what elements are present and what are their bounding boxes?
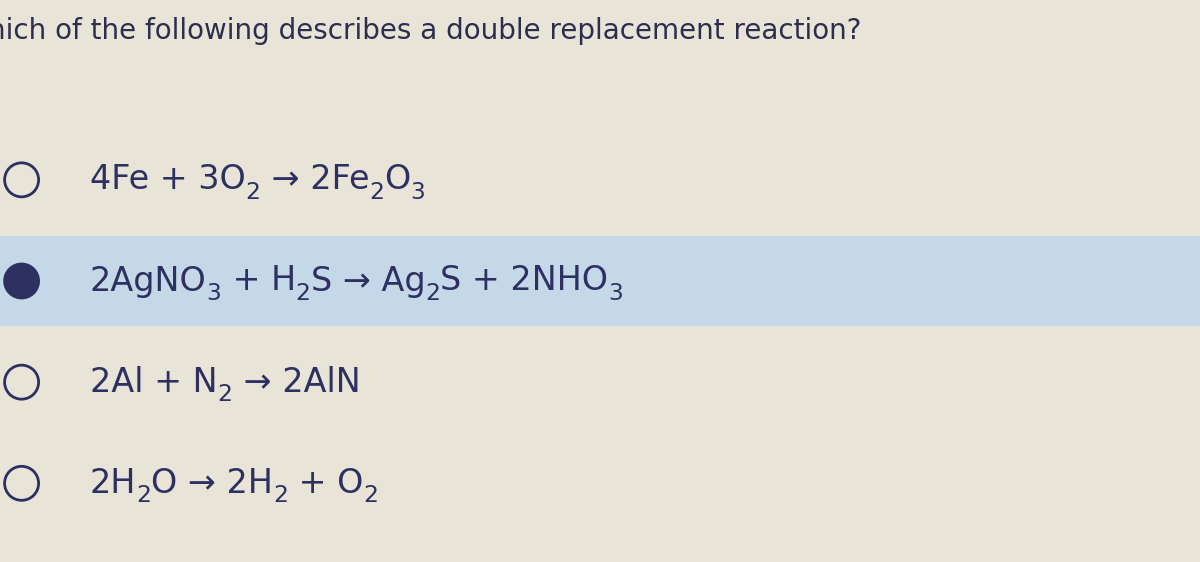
Text: + O: + O: [288, 467, 364, 500]
Text: 2: 2: [370, 181, 384, 203]
Text: O: O: [384, 164, 410, 196]
FancyBboxPatch shape: [0, 236, 1200, 326]
Text: 4Fe + 3O: 4Fe + 3O: [90, 164, 246, 196]
Text: 2: 2: [364, 484, 379, 507]
Text: S → Ag: S → Ag: [311, 265, 425, 297]
Text: → 2AlN: → 2AlN: [233, 366, 360, 398]
Text: 2: 2: [246, 181, 260, 203]
Text: 3: 3: [608, 282, 623, 305]
Text: 2: 2: [137, 484, 151, 507]
Text: hich of the following describes a double replacement reaction?: hich of the following describes a double…: [0, 17, 862, 45]
Text: S + 2NHO: S + 2NHO: [440, 265, 608, 297]
Text: + H: + H: [222, 265, 295, 297]
Text: 2: 2: [295, 282, 311, 305]
Text: 2Al + N: 2Al + N: [90, 366, 217, 398]
Text: 2: 2: [425, 282, 440, 305]
Text: 3: 3: [206, 282, 222, 305]
Text: → 2Fe: → 2Fe: [260, 164, 370, 196]
Text: 2: 2: [217, 383, 233, 406]
Ellipse shape: [5, 264, 38, 298]
Text: O → 2H: O → 2H: [151, 467, 274, 500]
Text: 3: 3: [410, 181, 425, 203]
Text: 2: 2: [274, 484, 288, 507]
Text: 2H: 2H: [90, 467, 137, 500]
Text: 2AgNO: 2AgNO: [90, 265, 206, 297]
